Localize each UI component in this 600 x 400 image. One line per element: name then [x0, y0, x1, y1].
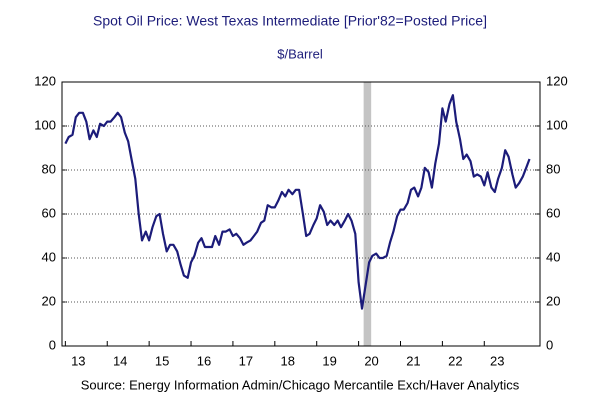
- y-tick-label: 120: [34, 73, 56, 88]
- shaded-period: [363, 82, 372, 346]
- plot-frame: [61, 81, 541, 347]
- y2-tick-label: 40: [546, 249, 560, 264]
- y-tick-label: 40: [42, 249, 56, 264]
- y2-tick-label: 60: [546, 205, 560, 220]
- y2-tick-label: 120: [546, 73, 568, 88]
- x-tick-label: 23: [490, 353, 504, 368]
- chart-subtitle: $/Barrel: [277, 46, 323, 61]
- x-tick-label: 19: [322, 353, 336, 368]
- x-tick-label: 22: [448, 353, 462, 368]
- y-tick-label: 0: [49, 337, 56, 352]
- y2-tick-label: 80: [546, 161, 560, 176]
- x-tick-label: 16: [197, 353, 211, 368]
- x-tick-label: 13: [71, 353, 85, 368]
- y2-tick-label: 0: [546, 337, 553, 352]
- y2-tick-label: 20: [546, 293, 560, 308]
- y-tick-label: 80: [42, 161, 56, 176]
- x-tick-label: 14: [113, 353, 127, 368]
- y-tick-label: 100: [34, 117, 56, 132]
- x-tick-label: 18: [281, 353, 295, 368]
- source-note: Source: Energy Information Admin/Chicago…: [81, 377, 520, 392]
- x-tick-label: 17: [239, 353, 253, 368]
- y2-tick-label: 100: [546, 117, 568, 132]
- y-tick-label: 20: [42, 293, 56, 308]
- chart-title: Spot Oil Price: West Texas Intermediate …: [93, 13, 487, 29]
- data-line: [64, 94, 531, 310]
- x-tick-label: 15: [155, 353, 169, 368]
- y-tick-label: 60: [42, 205, 56, 220]
- x-tick-label: 21: [406, 353, 420, 368]
- x-tick-label: 20: [364, 353, 378, 368]
